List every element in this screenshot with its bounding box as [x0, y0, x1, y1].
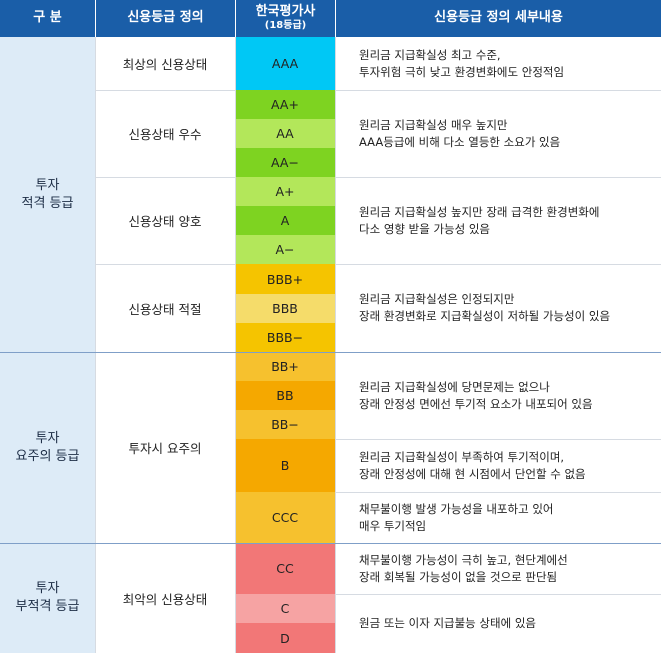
row-divider — [95, 264, 235, 265]
section-divider — [0, 543, 661, 544]
header-divider — [335, 0, 336, 37]
detail-cell: 원리금 지급확실성 매우 높지만 AAA등급에 비해 다소 열등한 소요가 있음 — [359, 117, 561, 149]
definition-cell: 최악의 신용상태 — [122, 591, 208, 607]
grade-cell: BBB — [235, 294, 335, 323]
row-divider — [335, 492, 661, 493]
category-speculative-grade: 투자 부적격 등급 — [0, 543, 95, 653]
grade-cell: CC — [235, 543, 335, 594]
definition-cell: 최상의 신용상태 — [122, 57, 208, 72]
detail-cell: 원리금 지급확실성에 당면문제는 없으나 장래 안정성 면에선 투기적 요소가 … — [359, 379, 593, 411]
header-detail: 신용등급 정의 세부내용 — [336, 0, 661, 37]
grade-cell: A− — [235, 235, 335, 264]
header-agency-subtitle: (18등급) — [264, 20, 307, 32]
detail-cell: 원리금 지급확실성은 인정되지만 장래 환경변화로 지급확실성이 저하될 가능성… — [359, 292, 611, 323]
grade-cell: B — [235, 439, 335, 492]
detail-cell: 채무불이행 발생 가능성을 내포하고 있어 매우 투기적임 — [359, 501, 554, 533]
column-divider — [335, 37, 336, 653]
grade-cell: C — [235, 594, 335, 623]
detail-cell: 채무불이행 가능성이 극히 높고, 현단계에선 장래 회복될 가능성이 없을 것… — [359, 552, 568, 584]
header-definition: 신용등급 정의 — [96, 0, 235, 37]
definition-cell: 투자시 요주의 — [128, 441, 202, 456]
detail-cell: 원금 또는 이자 지급불능 상태에 있음 — [359, 616, 536, 631]
row-divider — [95, 90, 235, 91]
column-divider — [235, 37, 236, 653]
grade-cell: AA — [235, 119, 335, 148]
grade-cell: BB− — [235, 410, 335, 439]
grade-cell: BB+ — [235, 352, 335, 381]
grade-cell: D — [235, 623, 335, 653]
detail-cell: 원리금 지급확실성 최고 수준, 투자위험 극히 낮고 환경변화에도 안정적임 — [359, 47, 565, 79]
grade-cell: A+ — [235, 177, 335, 206]
row-divider — [335, 90, 661, 91]
row-divider — [335, 594, 661, 595]
row-divider — [335, 264, 661, 265]
grade-cell: AAA — [235, 37, 335, 90]
grade-cell: BBB+ — [235, 264, 335, 294]
header-agency: 한국평가사 (18등급) — [236, 0, 335, 37]
grade-cell: BB — [235, 381, 335, 410]
grade-cell: AA− — [235, 148, 335, 177]
header-agency-title: 한국평가사 — [255, 4, 316, 20]
column-divider — [95, 37, 96, 653]
header-divider — [95, 0, 96, 37]
grade-cell: AA+ — [235, 90, 335, 119]
grade-cell: CCC — [235, 492, 335, 543]
definition-cell: 신용상태 우수 — [128, 127, 202, 142]
header-divider — [235, 0, 236, 37]
detail-cell: 원리금 지급확실성 높지만 장래 급격한 환경변화에 다소 영향 받을 가능성 … — [359, 204, 600, 236]
category-investment-grade: 투자 적격 등급 — [0, 37, 95, 352]
definition-cell: 신용상태 양호 — [128, 214, 202, 229]
row-divider — [335, 177, 661, 178]
grade-cell: A — [235, 206, 335, 235]
detail-cell: 원리금 지급확실성이 부족하여 투기적이며, 장래 안정성에 대해 현 시점에서… — [359, 449, 586, 481]
row-divider — [335, 439, 661, 440]
grade-cell: BBB− — [235, 323, 335, 352]
header-category: 구 분 — [0, 0, 95, 37]
definition-cell: 신용상태 적절 — [128, 301, 202, 317]
row-divider — [95, 177, 235, 178]
section-divider — [0, 352, 661, 353]
category-caution-grade: 투자 요주의 등급 — [0, 352, 95, 543]
